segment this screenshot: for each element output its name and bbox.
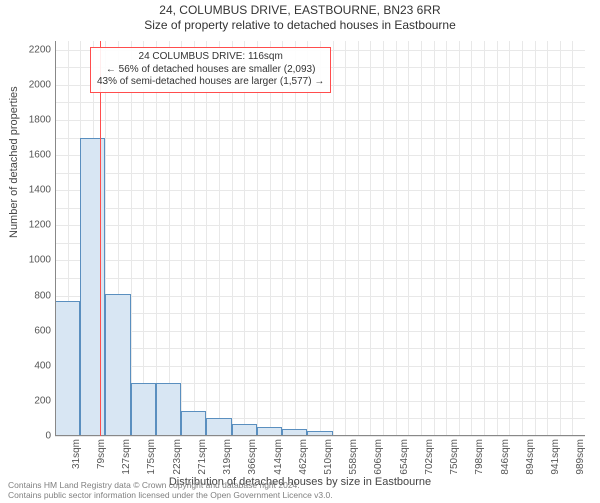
gridline-v-minor — [535, 41, 536, 436]
gridline-v-minor — [484, 41, 485, 436]
gridline-v-minor — [282, 41, 283, 436]
histogram-bar — [55, 301, 80, 436]
gridline-v-minor — [257, 41, 258, 436]
chart-container: 0200400600800100012001400160018002000220… — [55, 41, 585, 436]
x-tick-label: 558sqm — [348, 439, 359, 475]
gridline-v-minor — [232, 41, 233, 436]
gridline-v-minor — [358, 41, 359, 436]
histogram-bar — [181, 411, 206, 436]
gridline-v-minor — [307, 41, 308, 436]
x-tick-label: 127sqm — [121, 439, 132, 475]
x-tick-label: 941sqm — [550, 439, 561, 475]
gridline-v — [295, 41, 296, 436]
y-tick-label: 800 — [1, 290, 51, 301]
histogram-bar — [206, 418, 231, 436]
x-tick-label: 271sqm — [197, 439, 208, 475]
gridline-v — [446, 41, 447, 436]
x-axis — [55, 435, 585, 436]
gridline-v — [320, 41, 321, 436]
x-tick-label: 606sqm — [373, 439, 384, 475]
gridline-v-minor — [131, 41, 132, 436]
x-tick-label: 462sqm — [298, 439, 309, 475]
gridline-v — [143, 41, 144, 436]
histogram-bar — [156, 383, 181, 436]
x-tick-label: 223sqm — [172, 439, 183, 475]
gridline-v — [345, 41, 346, 436]
gridline-v-minor — [206, 41, 207, 436]
y-tick-label: 2200 — [1, 44, 51, 55]
gridline-v-minor — [181, 41, 182, 436]
histogram-bar — [131, 383, 156, 436]
y-tick-label: 600 — [1, 325, 51, 336]
x-tick-label: 750sqm — [449, 439, 460, 475]
gridline-v-minor — [434, 41, 435, 436]
y-axis — [55, 41, 56, 436]
y-tick-label: 0 — [1, 431, 51, 442]
gridline-v-minor — [333, 41, 334, 436]
x-tick-label: 846sqm — [500, 439, 511, 475]
x-tick-label: 894sqm — [525, 439, 536, 475]
gridline-v — [572, 41, 573, 436]
x-tick-label: 79sqm — [96, 439, 107, 469]
histogram-bar — [80, 138, 105, 436]
page-title: 24, COLUMBUS DRIVE, EASTBOURNE, BN23 6RR — [0, 3, 600, 17]
gridline-v — [522, 41, 523, 436]
x-tick-label: 319sqm — [222, 439, 233, 475]
gridline-v-minor — [156, 41, 157, 436]
gridline-v-minor — [560, 41, 561, 436]
x-tick-label: 798sqm — [474, 439, 485, 475]
gridline-v — [421, 41, 422, 436]
gridline-v — [396, 41, 397, 436]
property-marker-line — [100, 41, 101, 436]
x-tick-label: 366sqm — [247, 439, 258, 475]
y-tick-label: 1000 — [1, 255, 51, 266]
annotation-line-2: ← 56% of detached houses are smaller (2,… — [97, 64, 324, 77]
annotation-box: 24 COLUMBUS DRIVE: 116sqm ← 56% of detac… — [90, 47, 331, 93]
x-tick-label: 702sqm — [424, 439, 435, 475]
gridline-v — [270, 41, 271, 436]
x-tick-label: 31sqm — [71, 439, 82, 469]
gridline-v — [471, 41, 472, 436]
x-tick-label: 989sqm — [575, 439, 586, 475]
x-tick-label: 414sqm — [273, 439, 284, 475]
gridline-v — [547, 41, 548, 436]
gridline-h — [55, 436, 585, 437]
page-subtitle: Size of property relative to detached ho… — [0, 18, 600, 32]
x-tick-label: 510sqm — [323, 439, 334, 475]
annotation-line-1: 24 COLUMBUS DRIVE: 116sqm — [97, 51, 324, 64]
x-tick-label: 175sqm — [146, 439, 157, 475]
gridline-v-minor — [459, 41, 460, 436]
y-tick-label: 400 — [1, 360, 51, 371]
gridline-v — [169, 41, 170, 436]
x-tick-label: 654sqm — [399, 439, 410, 475]
gridline-v — [370, 41, 371, 436]
gridline-v-minor — [509, 41, 510, 436]
footnote: Contains HM Land Registry data © Crown c… — [8, 481, 333, 501]
gridline-v — [497, 41, 498, 436]
plot-area: 0200400600800100012001400160018002000220… — [55, 41, 585, 436]
gridline-v — [194, 41, 195, 436]
gridline-v-minor — [383, 41, 384, 436]
y-axis-label: Number of detached properties — [8, 86, 20, 238]
gridline-v — [244, 41, 245, 436]
y-tick-label: 200 — [1, 395, 51, 406]
gridline-v-minor — [408, 41, 409, 436]
gridline-v — [219, 41, 220, 436]
histogram-bar — [105, 294, 130, 436]
annotation-line-3: 43% of semi-detached houses are larger (… — [97, 76, 324, 89]
